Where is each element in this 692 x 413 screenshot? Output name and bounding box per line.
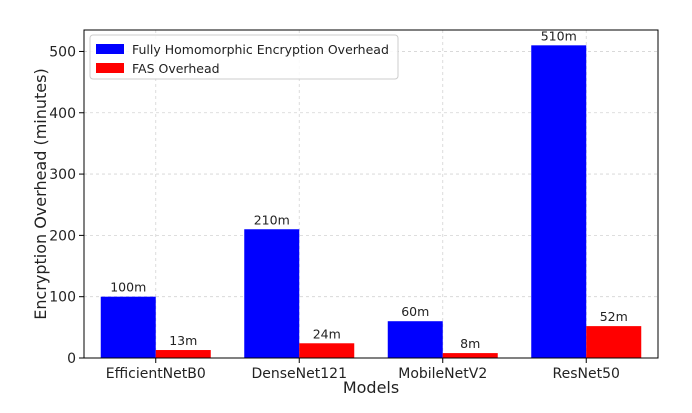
legend: Fully Homomorphic Encryption Overhead FA… (89, 34, 399, 80)
bar-fhe (531, 45, 587, 359)
ticks: 0 100 200 300 400 500 EfficientNetB0 DenseNet12… (49, 44, 620, 382)
y-axis-title: Encryption Overhead (minutes) (31, 68, 50, 319)
y-tick-label: 400 (49, 106, 76, 122)
bar-value-label: 510m (541, 28, 577, 43)
bar-value-label: 8m (460, 336, 480, 351)
x-axis-title: Models (343, 378, 399, 397)
legend-swatch-fas (96, 63, 124, 73)
x-tick-label: MobileNetV2 (398, 366, 487, 382)
bar-fhe (387, 321, 443, 358)
x-tick-label: DenseNet121 (252, 366, 347, 382)
bar-fas (586, 326, 642, 358)
bar-fhe (244, 229, 300, 358)
bar-value-label: 100m (110, 280, 146, 295)
bar-value-label: 52m (600, 309, 628, 324)
bar-value-label: 24m (313, 326, 341, 341)
bar-value-label: 60m (401, 304, 429, 319)
bar-value-label: 210m (254, 212, 290, 227)
bar-value-label: 13m (169, 333, 197, 348)
legend-swatch-fhe (96, 44, 124, 54)
x-tick-label: ResNet50 (553, 366, 620, 382)
legend-box (89, 34, 399, 80)
plot-frame (83, 29, 659, 359)
y-tick-label: 0 (67, 351, 76, 367)
y-tick-label: 200 (49, 228, 76, 244)
bar-fhe (100, 296, 156, 358)
legend-label-fhe: Fully Homomorphic Encryption Overhead (132, 42, 389, 57)
axes (83, 29, 659, 359)
legend-label-fas: FAS Overhead (132, 61, 220, 76)
y-tick-label: 100 (49, 290, 76, 306)
bar-fas (299, 343, 355, 358)
data-labels: 100m 210m 60m 510m 13m 24m 8m 52m (110, 28, 628, 351)
bars (100, 45, 642, 359)
y-tick-label: 500 (49, 44, 76, 60)
x-tick-label: EfficientNetB0 (106, 366, 206, 382)
y-tick-label: 300 (49, 167, 76, 183)
bar-fas (442, 353, 498, 358)
bar-fas (155, 350, 211, 358)
